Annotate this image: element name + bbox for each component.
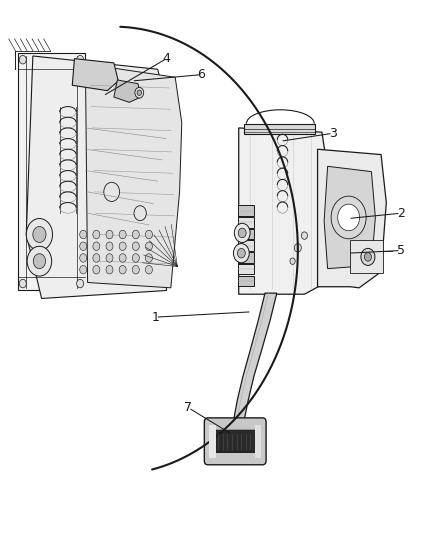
Circle shape (80, 230, 87, 239)
Circle shape (290, 258, 295, 264)
Text: 5: 5 (397, 244, 405, 257)
Circle shape (331, 196, 366, 239)
Polygon shape (18, 53, 85, 290)
Circle shape (106, 230, 113, 239)
Text: 2: 2 (397, 207, 405, 220)
Circle shape (134, 206, 146, 221)
Circle shape (33, 254, 46, 269)
Text: 1: 1 (152, 311, 159, 324)
Circle shape (93, 265, 100, 274)
Polygon shape (114, 80, 141, 102)
Circle shape (338, 204, 360, 231)
Circle shape (19, 279, 26, 288)
Circle shape (145, 265, 152, 274)
Circle shape (361, 248, 375, 265)
Circle shape (301, 232, 307, 239)
Polygon shape (350, 240, 383, 273)
Circle shape (132, 242, 139, 251)
Circle shape (145, 230, 152, 239)
Circle shape (106, 265, 113, 274)
Polygon shape (85, 64, 182, 288)
Circle shape (33, 227, 46, 243)
Circle shape (234, 223, 250, 243)
Circle shape (93, 254, 100, 262)
Circle shape (93, 242, 100, 251)
Circle shape (294, 244, 301, 252)
Circle shape (238, 228, 246, 238)
Polygon shape (72, 59, 118, 91)
Circle shape (237, 248, 245, 258)
Circle shape (77, 279, 84, 288)
Text: 4: 4 (162, 52, 170, 65)
Circle shape (132, 254, 139, 262)
Polygon shape (231, 293, 277, 436)
Circle shape (106, 254, 113, 262)
Circle shape (77, 55, 84, 64)
Circle shape (132, 265, 139, 274)
Circle shape (119, 242, 126, 251)
Bar (238, 229, 254, 239)
Polygon shape (324, 166, 375, 269)
Bar (209, 425, 215, 458)
Circle shape (119, 265, 126, 274)
Circle shape (233, 244, 249, 263)
Bar (238, 205, 254, 216)
FancyBboxPatch shape (204, 418, 266, 465)
Bar (238, 264, 254, 274)
Circle shape (106, 242, 113, 251)
Bar (238, 240, 254, 251)
Circle shape (132, 230, 139, 239)
Circle shape (119, 254, 126, 262)
Text: 3: 3 (329, 127, 337, 140)
Circle shape (80, 242, 87, 251)
Bar (238, 276, 254, 286)
Polygon shape (26, 56, 173, 298)
Circle shape (137, 90, 141, 95)
Circle shape (135, 87, 144, 98)
Bar (255, 425, 261, 458)
Polygon shape (318, 149, 386, 288)
Circle shape (80, 265, 87, 274)
Circle shape (93, 230, 100, 239)
Text: 7: 7 (184, 401, 192, 414)
Text: 6: 6 (198, 68, 205, 81)
Bar (238, 252, 254, 263)
Circle shape (80, 254, 87, 262)
Polygon shape (244, 124, 315, 134)
Circle shape (104, 182, 120, 201)
FancyBboxPatch shape (215, 430, 256, 453)
Circle shape (26, 219, 53, 251)
Polygon shape (239, 128, 328, 294)
Circle shape (145, 242, 152, 251)
Circle shape (27, 246, 52, 276)
Circle shape (364, 253, 371, 261)
Bar (238, 217, 254, 228)
Circle shape (119, 230, 126, 239)
Circle shape (19, 55, 26, 64)
Circle shape (145, 254, 152, 262)
